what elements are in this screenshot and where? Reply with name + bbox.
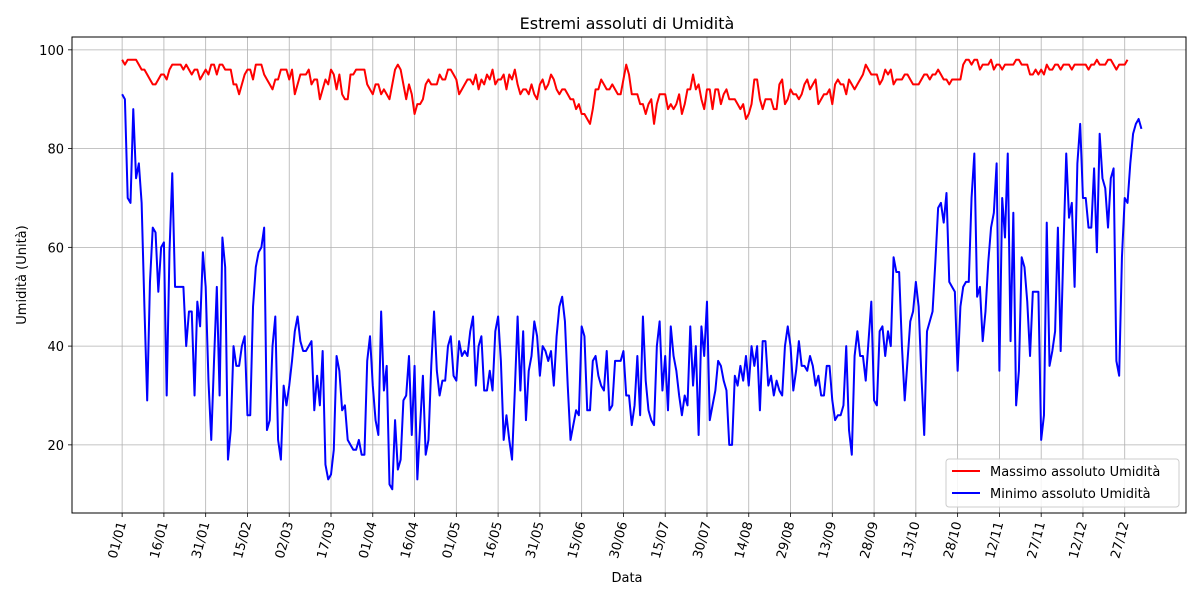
y-tick-label: 20 [47, 439, 64, 454]
plot-frame [71, 36, 1187, 514]
series-layer [121, 58, 1143, 491]
legend-label-max: Massimo assoluto Umidità [990, 465, 1160, 480]
legend: Massimo assoluto Umidità Minimo assoluto… [945, 458, 1180, 508]
y-tick-label: 100 [39, 44, 64, 59]
series-line-min [121, 93, 1143, 491]
legend-box [945, 458, 1180, 508]
series-line-max [121, 58, 1129, 125]
y-tick-label: 40 [47, 340, 64, 355]
y-axis-label: Umidità (Unità) [15, 225, 30, 324]
y-tick-label: 80 [47, 143, 64, 158]
y-tick-label: 60 [47, 241, 64, 256]
y-axis-ticks: 20 40 60 80 100 [39, 44, 72, 454]
legend-label-min: Minimo assoluto Umidità [990, 487, 1151, 502]
x-axis-label: Data [611, 571, 642, 586]
grid-lines [72, 37, 1186, 513]
chart-title: Estremi assoluti di Umidità [520, 14, 735, 33]
